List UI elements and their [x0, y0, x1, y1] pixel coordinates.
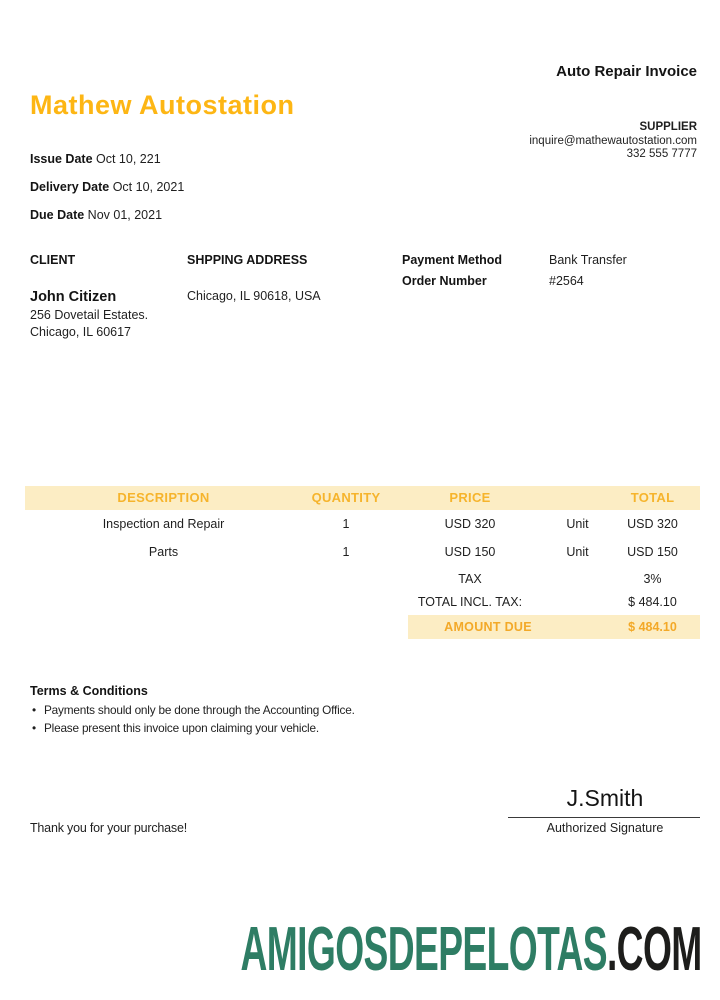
cell-total: USD 150: [627, 545, 678, 559]
issue-date-value: Oct 10, 221: [96, 152, 161, 166]
signature-label: Authorized Signature: [546, 821, 664, 835]
header-cell-description: DESCRIPTION: [117, 490, 210, 505]
total-incl-tax-label: TOTAL INCL. TAX:: [417, 595, 523, 609]
summary-row-tax: TAX 3%: [25, 572, 700, 586]
due-date-value: Nov 01, 2021: [87, 208, 163, 222]
company-name: Mathew Autostation: [30, 90, 295, 120]
terms-item-text: Payments should only be done through the…: [44, 703, 355, 717]
signature-line: [508, 817, 700, 818]
cell-unit: Unit: [566, 517, 589, 531]
site-watermark-suffix: .COM: [607, 915, 702, 984]
issue-date-row: Issue Date Oct 10, 221: [30, 152, 184, 180]
payment-method-value: Bank Transfer: [549, 253, 627, 267]
signature-name: J.Smith: [566, 785, 644, 811]
header-cell-quantity: QUANTITY: [311, 490, 381, 505]
supplier-phone: 332 555 7777: [626, 148, 697, 160]
client-address-line2: Chicago, IL 60617: [30, 325, 132, 339]
delivery-date-label: Delivery Date: [30, 180, 110, 194]
dates-block: Issue Date Oct 10, 221 Delivery Date Oct…: [30, 152, 184, 236]
due-date-label: Due Date: [30, 208, 85, 222]
shipping-heading: SHPPING ADDRESS: [187, 253, 308, 267]
summary-row-total-incl-tax: TOTAL INCL. TAX: $ 484.10: [25, 595, 700, 609]
due-date-row: Due Date Nov 01, 2021: [30, 208, 184, 236]
site-watermark-main: AMIGOSDEPELOTAS: [240, 915, 608, 984]
total-incl-tax-value: $ 484.10: [628, 595, 677, 609]
supplier-block: SUPPLIER inquire@mathewautostation.com 3…: [529, 121, 697, 162]
cell-price: USD 320: [444, 517, 496, 531]
supplier-label: SUPPLIER: [639, 121, 697, 133]
delivery-date-value: Oct 10, 2021: [112, 180, 185, 194]
issue-date-label: Issue Date: [30, 152, 93, 166]
delivery-date-row: Delivery Date Oct 10, 2021: [30, 180, 184, 208]
order-number-value: #2564: [549, 274, 584, 288]
cell-quantity: 1: [342, 517, 350, 531]
supplier-email: inquire@mathewautostation.com: [529, 134, 697, 147]
header-cell-price: PRICE: [449, 490, 491, 505]
terms-item-text: Please present this invoice upon claimin…: [44, 721, 319, 735]
amount-due-label: AMOUNT DUE: [444, 620, 532, 634]
amount-due-band: AMOUNT DUE $ 484.10: [408, 615, 700, 639]
table-row: Parts 1 USD 150 Unit USD 150: [25, 545, 700, 559]
thank-you-note: Thank you for your purchase!: [30, 821, 187, 835]
amount-due-value: $ 484.10: [628, 620, 677, 634]
client-name: John Citizen: [30, 289, 117, 305]
client-heading: CLIENT: [30, 253, 76, 267]
shipping-address: Chicago, IL 90618, USA: [187, 289, 321, 303]
client-address-line1: 256 Dovetail Estates.: [30, 308, 149, 322]
cell-total: USD 320: [627, 517, 678, 531]
terms-heading: Terms & Conditions: [30, 684, 148, 698]
doc-type-title: Auto Repair Invoice: [556, 63, 697, 80]
cell-price: USD 150: [444, 545, 496, 559]
tax-label: TAX: [458, 572, 482, 586]
cell-unit: Unit: [566, 545, 589, 559]
cell-description: Inspection and Repair: [102, 517, 225, 531]
cell-quantity: 1: [342, 545, 350, 559]
table-row: Inspection and Repair 1 USD 320 Unit USD…: [25, 517, 700, 531]
cell-description: Parts: [148, 545, 179, 559]
site-watermark: AMIGOSDEPELOTAS.COM: [241, 919, 703, 981]
terms-item: • Payments should only be done through th…: [32, 703, 355, 717]
tax-value: 3%: [643, 572, 662, 586]
table-header-row: DESCRIPTION QUANTITY PRICE TOTAL: [25, 486, 700, 510]
payment-method-label: Payment Method: [402, 253, 503, 267]
bullet-icon: •: [32, 721, 36, 735]
terms-item: • Please present this invoice upon claimi…: [32, 721, 319, 735]
order-number-label: Order Number: [402, 274, 487, 288]
bullet-icon: •: [32, 703, 36, 717]
header-cell-total: TOTAL: [630, 490, 675, 505]
